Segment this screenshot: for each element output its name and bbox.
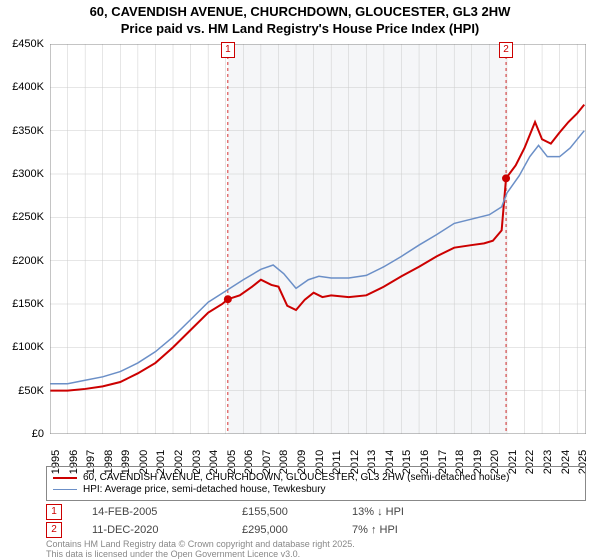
chart-container: 60, CAVENDISH AVENUE, CHURCHDOWN, GLOUCE… bbox=[0, 0, 600, 560]
marker-price: £155,500 bbox=[242, 506, 352, 518]
y-tick-label: £100K bbox=[12, 341, 44, 353]
chart-area: 12 bbox=[50, 44, 586, 434]
x-axis: 1995199619971998199920002001200220032004… bbox=[50, 436, 586, 466]
y-tick-label: £250K bbox=[12, 211, 44, 223]
y-tick-label: £200K bbox=[12, 255, 44, 267]
chart-marker-badge: 1 bbox=[221, 42, 235, 58]
legend: 60, CAVENDISH AVENUE, CHURCHDOWN, GLOUCE… bbox=[46, 466, 586, 501]
y-tick-label: £300K bbox=[12, 168, 44, 180]
y-tick-label: £350K bbox=[12, 125, 44, 137]
y-axis: £0£50K£100K£150K£200K£250K£300K£350K£400… bbox=[0, 44, 46, 434]
shaded-band bbox=[228, 44, 506, 434]
marker-table-row: 2 11-DEC-2020£295,0007% ↑ HPI bbox=[46, 522, 586, 538]
marker-dot bbox=[502, 174, 510, 182]
y-tick-label: £50K bbox=[18, 385, 44, 397]
marker-date: 11-DEC-2020 bbox=[92, 524, 242, 536]
legend-row: HPI: Average price, semi-detached house,… bbox=[53, 484, 579, 495]
chart-marker-badge: 2 bbox=[499, 42, 513, 58]
marker-pct: 7% ↑ HPI bbox=[352, 524, 472, 536]
marker-date: 14-FEB-2005 bbox=[92, 506, 242, 518]
legend-swatch bbox=[53, 489, 77, 490]
legend-swatch bbox=[53, 477, 77, 479]
legend-label: HPI: Average price, semi-detached house,… bbox=[83, 484, 326, 495]
footer-note: Contains HM Land Registry data © Crown c… bbox=[46, 540, 355, 560]
chart-svg bbox=[50, 44, 586, 434]
title-line-1: 60, CAVENDISH AVENUE, CHURCHDOWN, GLOUCE… bbox=[0, 4, 600, 21]
y-tick-label: £450K bbox=[12, 38, 44, 50]
legend-label: 60, CAVENDISH AVENUE, CHURCHDOWN, GLOUCE… bbox=[83, 472, 509, 483]
marker-badge: 2 bbox=[46, 522, 62, 538]
y-tick-label: £400K bbox=[12, 81, 44, 93]
footer-line-2: This data is licensed under the Open Gov… bbox=[46, 550, 355, 560]
legend-row: 60, CAVENDISH AVENUE, CHURCHDOWN, GLOUCE… bbox=[53, 472, 579, 483]
y-tick-label: £0 bbox=[32, 428, 44, 440]
marker-pct: 13% ↓ HPI bbox=[352, 506, 472, 518]
marker-badge: 1 bbox=[46, 504, 62, 520]
marker-table: 1 14-FEB-2005£155,50013% ↓ HPI 2 11-DEC-202… bbox=[46, 502, 586, 540]
y-tick-label: £150K bbox=[12, 298, 44, 310]
marker-price: £295,000 bbox=[242, 524, 352, 536]
title-line-2: Price paid vs. HM Land Registry's House … bbox=[0, 21, 600, 38]
title-block: 60, CAVENDISH AVENUE, CHURCHDOWN, GLOUCE… bbox=[0, 0, 600, 38]
marker-dot bbox=[224, 295, 232, 303]
marker-table-row: 1 14-FEB-2005£155,50013% ↓ HPI bbox=[46, 504, 586, 520]
